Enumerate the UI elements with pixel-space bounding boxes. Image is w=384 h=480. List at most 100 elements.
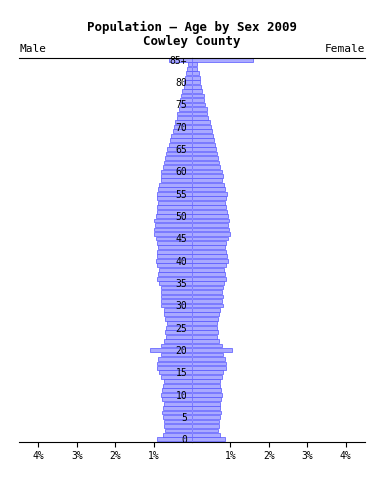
Bar (156, 237, 192, 240)
Bar (192, 89, 202, 93)
Bar (192, 76, 200, 80)
Bar (150, 348, 192, 352)
Bar (192, 415, 220, 419)
Bar (192, 429, 218, 432)
Bar (154, 219, 192, 222)
Bar (192, 317, 218, 321)
Bar (159, 371, 192, 374)
Bar (157, 210, 192, 214)
Bar (164, 161, 192, 165)
Bar (166, 152, 192, 156)
Bar (161, 174, 192, 178)
Bar (154, 232, 192, 236)
Bar (192, 299, 222, 303)
Bar (175, 120, 192, 124)
Bar (192, 120, 210, 124)
Bar (163, 384, 192, 388)
Bar (180, 103, 192, 107)
Bar (192, 424, 219, 428)
Bar (161, 295, 192, 299)
Bar (192, 116, 208, 120)
Bar (159, 281, 192, 285)
Bar (162, 397, 192, 401)
Bar (192, 259, 228, 263)
Bar (192, 147, 216, 151)
Bar (192, 152, 217, 156)
Bar (157, 437, 192, 441)
Text: Female: Female (324, 44, 365, 54)
Bar (192, 406, 220, 410)
Bar (192, 420, 219, 423)
Bar (177, 116, 192, 120)
Bar (192, 371, 223, 374)
Bar (192, 433, 220, 437)
Bar (192, 228, 229, 231)
Bar (192, 94, 204, 97)
Bar (167, 147, 192, 151)
Bar (192, 344, 222, 348)
Bar (177, 111, 192, 115)
Bar (173, 130, 192, 133)
Bar (157, 250, 192, 254)
Bar (158, 272, 192, 276)
Bar (157, 241, 192, 245)
Bar (192, 366, 226, 370)
Bar (165, 156, 192, 160)
Bar (162, 388, 192, 392)
Bar (163, 433, 192, 437)
Bar (164, 308, 192, 312)
Bar (192, 272, 225, 276)
Bar (162, 411, 192, 414)
Bar (192, 245, 225, 249)
Bar (192, 308, 220, 312)
Bar (192, 196, 226, 200)
Bar (161, 375, 192, 379)
Bar (192, 303, 223, 307)
Bar (161, 393, 192, 396)
Bar (158, 245, 192, 249)
Bar (192, 281, 224, 285)
Bar (192, 264, 226, 267)
Bar (192, 67, 197, 71)
Bar (192, 165, 220, 169)
Bar (192, 183, 224, 187)
Bar (157, 254, 192, 258)
Bar (158, 187, 192, 191)
Bar (192, 290, 222, 294)
Bar (192, 130, 212, 133)
Bar (192, 143, 215, 146)
Bar (192, 161, 219, 165)
Bar (166, 335, 192, 338)
Bar (192, 111, 207, 115)
Bar (159, 268, 192, 272)
Bar (158, 201, 192, 204)
Bar (174, 125, 192, 129)
Bar (182, 89, 192, 93)
Bar (161, 299, 192, 303)
Bar (167, 322, 192, 325)
Bar (161, 179, 192, 182)
Bar (192, 80, 200, 84)
Bar (169, 58, 192, 62)
Bar (192, 210, 227, 214)
Bar (192, 179, 222, 182)
Bar (192, 330, 218, 334)
Bar (184, 80, 192, 84)
Bar (157, 277, 192, 280)
Bar (192, 348, 232, 352)
Bar (164, 420, 192, 423)
Bar (180, 98, 192, 102)
Bar (192, 98, 204, 102)
Bar (184, 85, 192, 88)
Bar (192, 397, 221, 401)
Bar (161, 303, 192, 307)
Bar (157, 192, 192, 196)
Bar (192, 72, 199, 75)
Bar (187, 67, 192, 71)
Bar (192, 237, 228, 240)
Bar (171, 134, 192, 138)
Bar (156, 259, 192, 263)
Bar (192, 219, 229, 222)
Bar (165, 429, 192, 432)
Bar (161, 344, 192, 348)
